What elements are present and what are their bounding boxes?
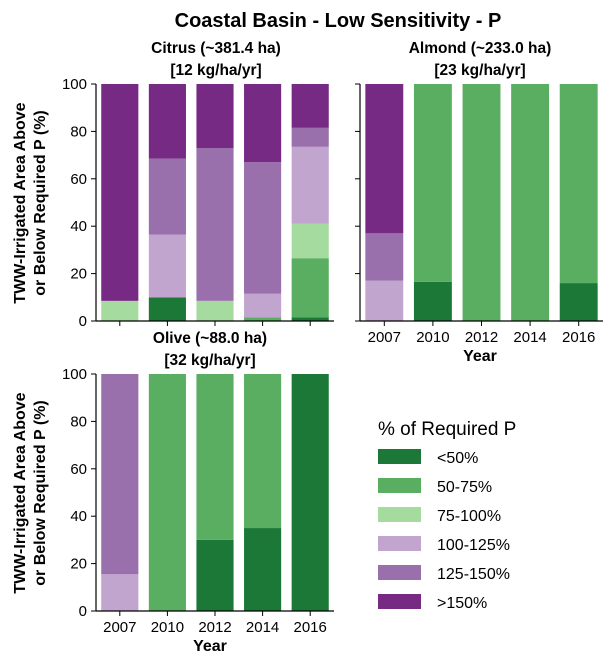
plot-area-almond: 2007 2010 2012 2014 2016 <box>355 83 603 346</box>
bar-almond-2007-gt-150pct <box>365 84 404 234</box>
x-axis-label-almond: Year <box>463 348 497 365</box>
x-axis-label-olive: Year <box>193 638 227 655</box>
chart-panel-almond: Almond (~233.0 ha) [23 kg/ha/yr] Year 20… <box>355 40 603 365</box>
y-axis-label-citrus-line2: or Below Required P (%) <box>32 110 49 296</box>
legend-label-lt-50pct: <50% <box>437 450 478 467</box>
bar-almond-2016-50-75pct <box>559 84 598 284</box>
bar-citrus-2014-125-150pct <box>244 162 282 294</box>
bar-olive-2012-50-75pct <box>196 374 234 540</box>
x-tick-label-olive-2014: 2014 <box>246 619 279 636</box>
bar-citrus-2016-gt-150pct <box>291 84 329 128</box>
legend-label-100-125pct: 100-125% <box>437 537 510 554</box>
legend-swatch-125-150pct <box>378 565 421 580</box>
bar-citrus-2012-75-100pct <box>196 300 234 321</box>
bar-citrus-2012-125-150pct <box>196 147 234 301</box>
figure-title: Coastal Basin - Low Sensitivity - P <box>175 10 502 32</box>
y-tick-label-citrus-100: 100 <box>62 76 87 93</box>
y-tick-label-citrus-40: 40 <box>70 218 87 235</box>
bar-citrus-2007-gt-150pct <box>101 84 139 301</box>
legend-title: % of Required P <box>378 419 516 440</box>
bar-citrus-2016-125-150pct <box>291 127 329 147</box>
legend: % of Required P <50% 50-75% 75-100% 100-125… <box>378 419 516 612</box>
bar-almond-2007-100-125pct <box>365 280 404 321</box>
panel-title-almond-line2: [23 kg/ha/yr] <box>434 62 525 79</box>
legend-swatch-75-100pct <box>378 507 421 522</box>
panel-title-citrus-line2: [12 kg/ha/yr] <box>170 62 261 79</box>
bar-almond-2012-50-75pct <box>462 84 501 321</box>
chart-panel-citrus: Citrus (~381.4 ha) [12 kg/ha/yr] TWW-Irr… <box>12 40 334 330</box>
y-axis-label-olive-line1: TWW-Irrigated Area Above <box>12 392 29 593</box>
x-tick-label-almond-2010: 2010 <box>416 329 449 346</box>
y-tick-label-olive-0: 0 <box>79 603 87 620</box>
bar-almond-2010-50-75pct <box>413 84 452 282</box>
bar-citrus-2010-100-125pct <box>148 234 186 298</box>
legend-swatch-100-125pct <box>378 536 421 551</box>
bar-citrus-2016-75-100pct <box>291 223 329 259</box>
bar-citrus-2014-100-125pct <box>244 293 282 318</box>
bar-olive-2007-125-150pct <box>101 374 139 575</box>
legend-label-gt-150pct: >150% <box>437 595 487 612</box>
y-tick-label-olive-20: 20 <box>70 556 87 573</box>
bar-olive-2007-100-125pct <box>101 574 139 611</box>
bar-olive-2014-lt-50pct <box>244 528 282 611</box>
bar-citrus-2010-gt-150pct <box>148 84 186 159</box>
bar-olive-2012-lt-50pct <box>196 539 234 611</box>
panel-title-citrus-line1: Citrus (~381.4 ha) <box>151 40 281 57</box>
x-tick-label-almond-2016: 2016 <box>562 329 595 346</box>
legend-items: <50% 50-75% 75-100% 100-125% 125-150% >150% <box>378 449 510 612</box>
panel-title-almond-line1: Almond (~233.0 ha) <box>409 40 552 57</box>
x-tick-label-almond-2007: 2007 <box>368 329 401 346</box>
y-axis-label-citrus-line1: TWW-Irrigated Area Above <box>12 102 29 303</box>
legend-swatch-lt-50pct <box>378 449 421 464</box>
legend-label-125-150pct: 125-150% <box>437 566 510 583</box>
chart-panel-olive: Olive (~88.0 ha) [32 kg/ha/yr] TWW-Irrig… <box>12 330 334 655</box>
plot-area-olive: 2007 2010 2012 2014 2016 0 20 40 60 80 100 <box>62 366 334 636</box>
y-tick-label-citrus-60: 60 <box>70 171 87 188</box>
bar-olive-2010-50-75pct <box>148 374 186 611</box>
y-tick-label-citrus-0: 0 <box>79 313 87 330</box>
bar-olive-2014-50-75pct <box>244 374 282 529</box>
bar-almond-2010-lt-50pct <box>413 281 452 321</box>
y-tick-label-olive-100: 100 <box>62 366 87 383</box>
bar-almond-2014-50-75pct <box>511 84 550 321</box>
bar-citrus-2010-lt-50pct <box>148 297 186 321</box>
panel-title-olive-line1: Olive (~88.0 ha) <box>153 330 267 347</box>
bar-almond-2007-125-150pct <box>365 233 404 281</box>
y-tick-label-olive-40: 40 <box>70 508 87 525</box>
x-tick-label-olive-2016: 2016 <box>294 619 327 636</box>
x-tick-label-olive-2012: 2012 <box>198 619 231 636</box>
bar-citrus-2010-125-150pct <box>148 158 186 235</box>
bar-citrus-2016-100-125pct <box>291 146 329 224</box>
x-tick-label-almond-2012: 2012 <box>465 329 498 346</box>
bar-citrus-2012-gt-150pct <box>196 84 234 148</box>
panel-title-olive-line2: [32 kg/ha/yr] <box>164 352 255 369</box>
bar-citrus-2007-75-100pct <box>101 300 139 321</box>
bar-citrus-2014-gt-150pct <box>244 84 282 163</box>
plot-area-citrus: 0 20 40 60 80 100 <box>62 76 334 330</box>
y-tick-label-olive-60: 60 <box>70 461 87 478</box>
bar-citrus-2016-50-75pct <box>291 258 329 318</box>
x-tick-label-almond-2014: 2014 <box>513 329 546 346</box>
legend-swatch-50-75pct <box>378 478 421 493</box>
bar-olive-2016-lt-50pct <box>291 374 329 611</box>
legend-label-50-75pct: 50-75% <box>437 479 492 496</box>
x-tick-label-olive-2007: 2007 <box>103 619 136 636</box>
y-tick-label-olive-80: 80 <box>70 413 87 430</box>
y-tick-label-citrus-20: 20 <box>70 266 87 283</box>
bar-citrus-2016-lt-50pct <box>291 317 329 321</box>
y-axis-label-olive-line2: or Below Required P (%) <box>32 400 49 586</box>
x-tick-label-olive-2010: 2010 <box>151 619 184 636</box>
legend-swatch-gt-150pct <box>378 594 421 609</box>
bar-almond-2016-lt-50pct <box>559 283 598 321</box>
y-tick-label-citrus-80: 80 <box>70 123 87 140</box>
legend-label-75-100pct: 75-100% <box>437 508 501 525</box>
bar-citrus-2014-50-75pct <box>244 317 282 321</box>
